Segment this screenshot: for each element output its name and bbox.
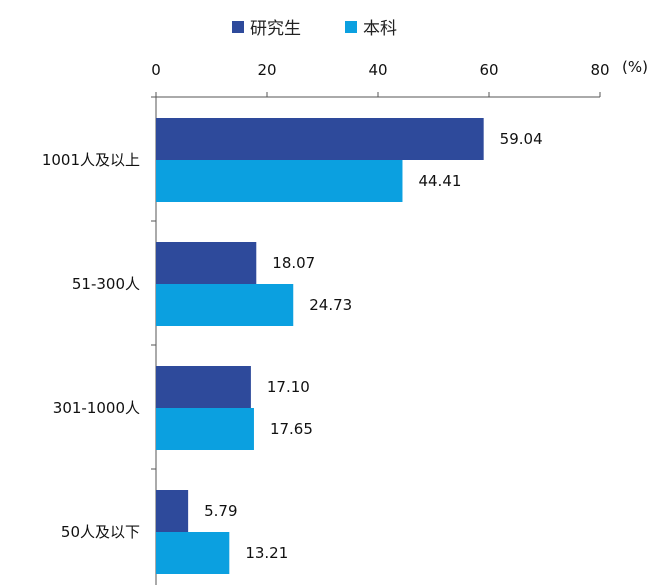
bar [156, 532, 230, 574]
bar [156, 284, 294, 326]
x-tick-label: 20 [257, 61, 276, 79]
data-label: 59.04 [500, 130, 543, 148]
data-label: 24.73 [309, 296, 352, 314]
legend-item-series-2: 本科 [345, 14, 397, 39]
x-tick-label: 60 [479, 61, 498, 79]
bar [156, 408, 254, 450]
bar [156, 490, 189, 532]
data-label: 44.41 [418, 172, 461, 190]
legend-swatch-series-1 [232, 20, 244, 33]
data-label: 18.07 [272, 254, 315, 272]
x-axis-unit-label: (%) [622, 58, 648, 76]
data-label: 17.65 [270, 420, 313, 438]
legend-label-series-2: 本科 [363, 19, 397, 39]
category-label: 50人及以下 [61, 523, 140, 541]
x-tick-label: 0 [151, 61, 161, 79]
bar [156, 242, 257, 284]
bar [156, 118, 484, 160]
legend-swatch-series-2 [345, 20, 357, 33]
x-tick-label: 80 [590, 61, 609, 79]
x-tick-label: 40 [368, 61, 387, 79]
legend: 研究生 本科 [232, 14, 441, 39]
category-label: 51-300人 [72, 275, 140, 293]
category-label: 301-1000人 [53, 399, 140, 417]
legend-label-series-1: 研究生 [250, 19, 301, 39]
data-label: 17.10 [267, 378, 310, 396]
data-label: 5.79 [204, 502, 237, 520]
data-label: 13.21 [245, 544, 288, 562]
category-label: 1001人及以上 [42, 151, 140, 169]
bar [156, 366, 251, 408]
bar [156, 160, 403, 202]
legend-item-series-1: 研究生 [232, 14, 301, 39]
